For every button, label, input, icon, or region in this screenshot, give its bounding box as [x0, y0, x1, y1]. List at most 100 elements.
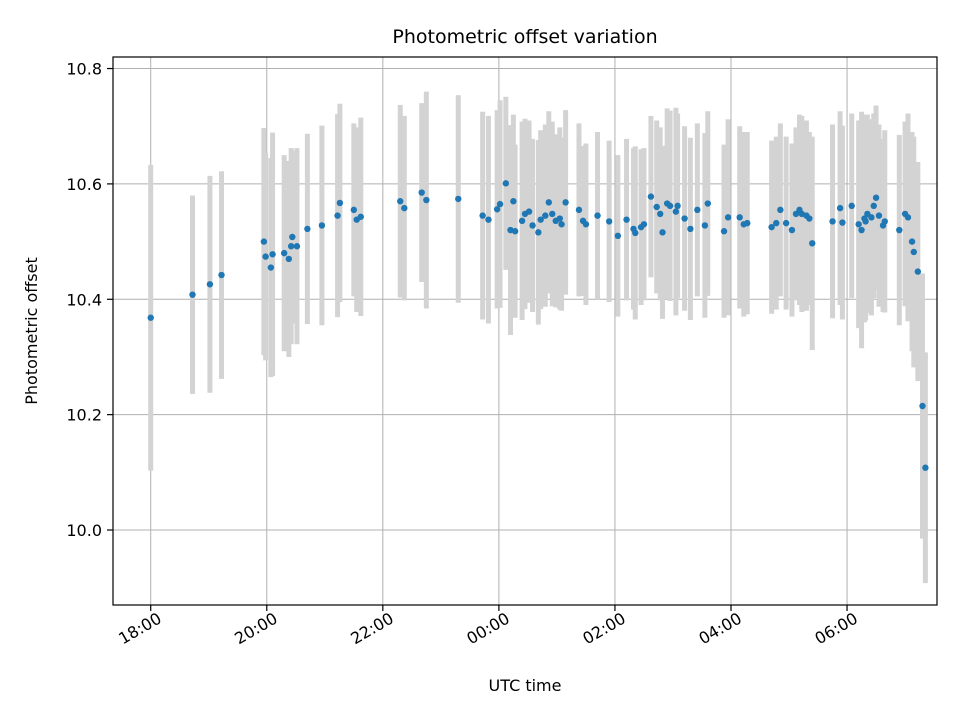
data-point — [293, 243, 301, 250]
data-point — [397, 198, 404, 205]
data-point — [535, 229, 542, 236]
data-point — [280, 249, 288, 257]
data-point — [269, 251, 276, 258]
data-point — [206, 281, 214, 288]
data-point — [881, 218, 888, 225]
data-point — [666, 202, 674, 210]
data-point — [704, 200, 711, 207]
data-point — [829, 218, 836, 225]
data-point — [777, 206, 784, 214]
data-point — [647, 193, 655, 200]
data-point — [870, 202, 877, 210]
data-point — [285, 255, 293, 263]
x-axis-label: UTC time — [489, 676, 562, 695]
data-point — [687, 225, 694, 233]
y-tick-label: 10.4 — [66, 290, 102, 309]
data-point — [653, 203, 660, 211]
data-point — [479, 212, 486, 219]
data-point — [336, 199, 344, 207]
data-point — [919, 402, 926, 410]
data-point — [518, 217, 526, 225]
data-point — [681, 215, 688, 222]
plot-frame — [112, 56, 938, 606]
data-point — [575, 206, 583, 214]
data-point — [594, 212, 601, 219]
data-point — [558, 221, 565, 228]
data-point — [632, 229, 639, 237]
y-axis-label: Photometric offset — [22, 257, 41, 405]
data-point — [334, 212, 341, 219]
data-point — [701, 222, 709, 229]
data-point — [582, 221, 590, 228]
data-point — [147, 314, 154, 321]
data-point — [556, 215, 564, 222]
data-point — [605, 218, 613, 225]
data-point — [455, 195, 462, 203]
data-point — [910, 248, 917, 256]
data-point — [537, 216, 544, 223]
data-point — [502, 180, 510, 187]
data-points — [147, 180, 929, 471]
data-point — [773, 219, 780, 227]
data-point — [694, 206, 701, 214]
data-point — [855, 221, 862, 228]
data-point — [922, 464, 929, 471]
data-point — [809, 240, 816, 247]
data-point — [542, 212, 549, 219]
data-point — [318, 222, 326, 229]
data-point — [875, 212, 883, 219]
data-point — [868, 214, 875, 221]
data-point — [806, 215, 813, 222]
data-point — [485, 216, 492, 223]
data-point — [908, 238, 916, 245]
data-point — [549, 210, 556, 218]
data-point — [262, 253, 269, 260]
data-point — [614, 232, 622, 240]
data-point — [724, 214, 732, 221]
y-tick-label: 10.2 — [66, 406, 102, 425]
data-point — [896, 226, 903, 234]
data-point — [862, 218, 869, 225]
data-point — [872, 194, 880, 201]
data-point — [350, 206, 358, 214]
data-point — [674, 202, 681, 210]
data-point — [545, 199, 552, 206]
data-point — [493, 206, 501, 213]
data-point — [510, 198, 517, 205]
data-point — [836, 204, 844, 212]
data-point — [289, 233, 296, 241]
data-point — [496, 200, 504, 208]
data-point — [744, 219, 751, 227]
data-point — [623, 216, 630, 223]
data-point — [659, 229, 666, 236]
data-point — [657, 210, 664, 218]
data-point — [788, 226, 796, 234]
data-point — [267, 264, 275, 271]
y-tick-label: 10.8 — [66, 60, 102, 79]
data-point — [418, 189, 425, 196]
data-point — [640, 221, 648, 228]
data-point — [423, 196, 430, 204]
y-tick-label: 10.6 — [66, 175, 102, 194]
data-point — [529, 222, 536, 229]
data-point — [189, 291, 196, 298]
data-point — [357, 213, 364, 220]
data-point — [260, 238, 268, 245]
data-point — [904, 214, 912, 221]
data-point — [287, 243, 295, 250]
data-point — [782, 219, 790, 227]
data-point — [672, 208, 680, 215]
y-axis-ticks: 10.0 10.2 10.4 10.6 10.8 — [66, 60, 113, 540]
data-point — [839, 219, 846, 226]
data-point — [848, 202, 855, 210]
data-point — [218, 271, 225, 279]
data-point — [511, 228, 519, 235]
data-point — [736, 214, 743, 221]
data-point — [401, 204, 408, 212]
data-point — [914, 268, 922, 275]
chart-title: Photometric offset variation — [392, 26, 657, 48]
data-point — [562, 199, 569, 206]
y-tick-label: 10.0 — [66, 521, 102, 540]
